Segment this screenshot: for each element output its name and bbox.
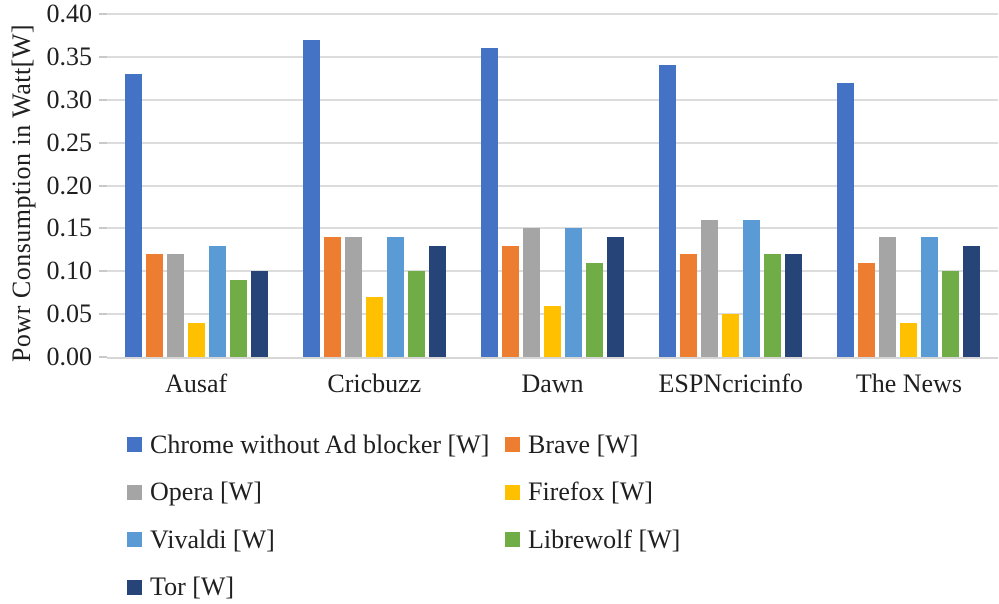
bar-firefox-cricbuzz	[365, 296, 383, 357]
bar-opera-cricbuzz	[344, 236, 362, 357]
y-tick-mark	[99, 13, 107, 15]
legend-label: Tor [W]	[150, 572, 235, 602]
x-axis-label-the-news: The News	[855, 369, 962, 398]
legend-label: Opera [W]	[150, 477, 262, 507]
legend-swatch-icon	[127, 532, 142, 548]
legend-swatch-icon	[127, 484, 142, 500]
y-tick-mark	[99, 55, 107, 58]
bar-firefox-ausaf	[187, 322, 205, 357]
x-axis-label-cricbuzz: Cricbuzz	[327, 369, 422, 398]
legend-label: Firefox [W]	[528, 477, 653, 507]
bar-firefox-the-news	[900, 322, 918, 357]
bar-group-ausaf	[107, 14, 285, 357]
bar-firefox-espncricinfo	[722, 314, 740, 357]
gridline	[107, 141, 998, 144]
bar-opera-dawn	[523, 228, 540, 357]
y-tick-mark	[99, 141, 107, 144]
y-tick-label: 0.20	[46, 170, 93, 200]
y-tick-label: 0.40	[46, 0, 93, 28]
bar-librewolf-cricbuzz	[407, 271, 425, 357]
legend-item-opera: Opera [W]	[127, 478, 505, 506]
y-tick-label: 0.15	[46, 213, 93, 243]
y-tick-label: 0.35	[46, 41, 93, 71]
bar-group-the-news	[820, 14, 998, 357]
y-tick-mark	[99, 270, 107, 273]
bar-tor-the-news	[963, 245, 981, 357]
x-axis-label-dawn: Dawn	[521, 369, 584, 398]
legend-item-librewolf: Librewolf [W]	[505, 524, 681, 554]
y-tick-label: 0.05	[46, 299, 93, 329]
bar-vivaldi-espncricinfo	[743, 219, 761, 357]
y-tick-label: 0.30	[46, 84, 93, 114]
bar-chrome-without-ad-blocker-ausaf	[124, 74, 142, 357]
legend-label: Brave [W]	[528, 429, 639, 459]
bar-opera-espncricinfo	[701, 219, 719, 357]
bar-group-espncricinfo	[642, 14, 820, 357]
gridline	[107, 55, 998, 58]
legend-label: Vivaldi [W]	[150, 524, 275, 554]
legend-swatch-icon	[505, 437, 520, 453]
bar-vivaldi-ausaf	[208, 245, 226, 357]
bar-brave-dawn	[502, 245, 519, 357]
y-tick-label: 0.25	[46, 127, 93, 157]
x-axis-labels: Ausaf Cricbuzz Dawn ESPNcricinfo The News	[107, 370, 998, 398]
legend-swatch-icon	[505, 532, 520, 548]
legend-item-firefox: Firefox [W]	[505, 478, 680, 506]
legend-label: Chrome without Ad blocker [W]	[150, 429, 490, 459]
gridline	[107, 184, 998, 187]
bar-opera-ausaf	[166, 254, 184, 357]
bar-brave-cricbuzz	[323, 236, 341, 357]
legend-item-tor: Tor [W]	[127, 573, 505, 601]
bar-tor-ausaf	[250, 271, 268, 357]
legend-item-chrome-without-ad-blocker: Chrome without Ad blocker [W]	[127, 429, 505, 459]
y-tick-mark	[99, 313, 107, 316]
bar-groups	[107, 14, 998, 357]
bar-tor-dawn	[607, 236, 624, 357]
bar-group-cricbuzz	[285, 14, 463, 357]
bar-chrome-without-ad-blocker-the-news	[837, 82, 855, 357]
bar-group-dawn	[463, 14, 641, 357]
y-tick-label: 0.00	[46, 342, 93, 371]
bar-vivaldi-cricbuzz	[386, 236, 404, 357]
gridline	[107, 98, 998, 101]
x-axis-label-ausaf: Ausaf	[165, 369, 228, 398]
y-tick-mark	[99, 227, 107, 230]
y-tick-label: 0.10	[46, 256, 93, 286]
bar-librewolf-ausaf	[229, 279, 247, 357]
bar-chrome-without-ad-blocker-espncricinfo	[659, 65, 677, 357]
legend-swatch-icon	[127, 579, 142, 595]
y-tick-mark	[99, 356, 107, 358]
gridline	[107, 270, 998, 273]
legend-swatch-icon	[505, 484, 520, 500]
bar-firefox-dawn	[544, 305, 561, 357]
bar-vivaldi-dawn	[565, 228, 582, 357]
bar-librewolf-dawn	[586, 262, 603, 357]
legend-label: Librewolf [W]	[528, 524, 681, 554]
gridline	[107, 13, 998, 15]
bar-vivaldi-the-news	[921, 236, 939, 357]
y-tick-mark	[99, 98, 107, 101]
bar-brave-espncricinfo	[680, 254, 698, 357]
bar-brave-ausaf	[145, 254, 163, 357]
legend-swatch-icon	[127, 437, 142, 453]
legend-item-vivaldi: Vivaldi [W]	[127, 524, 505, 554]
plot-area	[107, 13, 998, 359]
legend: Chrome without Ad blocker [W] Brave [W] Op…	[127, 421, 680, 604]
bar-chrome-without-ad-blocker-cricbuzz	[302, 39, 320, 357]
x-axis-label-espncricinfo: ESPNcricinfo	[658, 369, 803, 398]
bar-chrome-without-ad-blocker-dawn	[481, 48, 498, 357]
bar-librewolf-the-news	[942, 271, 960, 357]
bar-librewolf-espncricinfo	[764, 254, 782, 357]
gridline	[107, 227, 998, 230]
bar-brave-the-news	[858, 262, 876, 357]
bar-tor-espncricinfo	[785, 254, 803, 357]
bar-opera-the-news	[879, 236, 897, 357]
bar-tor-cricbuzz	[428, 245, 446, 357]
legend-item-brave: Brave [W]	[505, 429, 680, 459]
y-tick-mark	[99, 184, 107, 187]
